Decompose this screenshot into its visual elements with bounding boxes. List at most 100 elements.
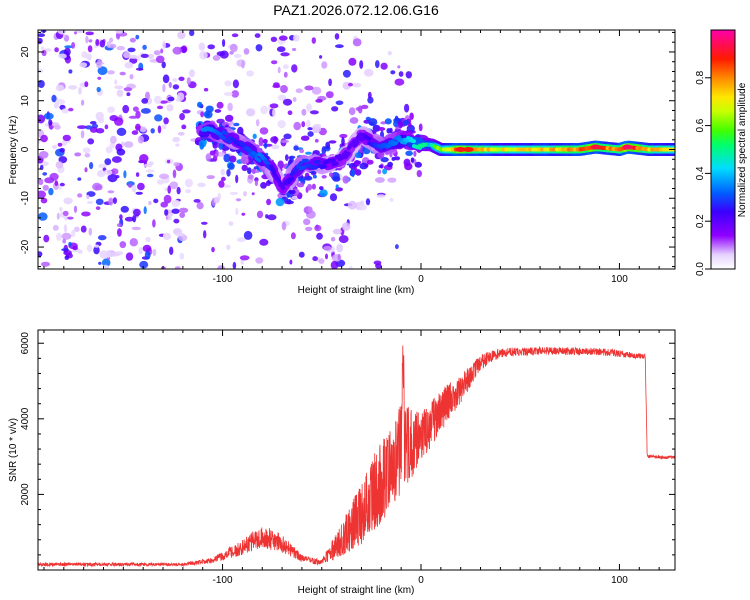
noise-blob (232, 79, 239, 89)
noise-blob (154, 95, 162, 104)
noise-blob (135, 123, 141, 131)
ridge-blob (414, 161, 422, 168)
noise-blob (107, 190, 115, 194)
noise-blob (281, 221, 287, 231)
ridge-segment (331, 161, 339, 167)
noise-blob (216, 101, 224, 109)
ridge-segment (415, 145, 422, 150)
noise-blob (129, 57, 138, 64)
spectrogram-x-label: Height of straight line (km) (298, 285, 415, 296)
noise-blob (255, 119, 260, 127)
noise-blob (133, 208, 141, 217)
ridge-blob (248, 156, 253, 165)
noise-blob (87, 45, 93, 53)
noise-blob (99, 250, 109, 259)
noise-blob (162, 124, 167, 130)
ridge-blob (215, 149, 219, 158)
ridge-segment (298, 165, 306, 171)
noise-blob (97, 235, 107, 241)
noise-blob (185, 189, 192, 194)
noise-blob (115, 175, 120, 179)
noise-blob (335, 100, 344, 106)
noise-blob (179, 207, 189, 213)
noise-blob (140, 53, 149, 59)
noise-blob (241, 212, 246, 216)
noise-blob (82, 147, 91, 154)
colorbar-tick-label: 0.2 (695, 214, 706, 228)
noise-blob (323, 245, 332, 251)
ridge-segment (337, 155, 345, 162)
ridge-blob (312, 174, 317, 179)
noise-blob (363, 68, 374, 77)
noise-blob (85, 35, 89, 44)
noise-blob (89, 162, 94, 170)
noise-blob (276, 46, 286, 53)
noise-blob (143, 163, 153, 168)
ridge-blob (218, 142, 223, 150)
noise-blob (57, 142, 63, 147)
noise-blob (55, 84, 65, 92)
noise-blob (169, 181, 179, 190)
noise-blob (58, 53, 67, 59)
colorbar-tick-label: 0.8 (695, 70, 706, 84)
ridge-blob (387, 161, 393, 168)
noise-blob (75, 30, 85, 34)
noise-blob (68, 107, 74, 112)
noise-blob (169, 246, 174, 255)
noise-blob (277, 66, 281, 74)
colorbar-label: Normalized spectral amplitude (737, 82, 748, 217)
ridge-blob (402, 119, 410, 126)
ridge-blob (372, 124, 381, 132)
noise-blob (77, 177, 82, 181)
noise-blob (95, 198, 104, 205)
noise-blob (128, 183, 132, 189)
noise-blob (376, 194, 386, 198)
noise-blob (86, 244, 93, 252)
noise-blob (162, 40, 166, 50)
noise-blob (40, 161, 49, 167)
noise-blob (86, 194, 90, 200)
noise-blob (227, 102, 233, 112)
noise-blob (48, 187, 54, 196)
noise-blob (116, 127, 127, 136)
ridge-blob (203, 110, 213, 119)
noise-blob (395, 244, 399, 250)
ridge-blob (351, 168, 355, 178)
noise-blob (280, 85, 288, 93)
noise-blob (53, 102, 60, 109)
noise-blob (114, 79, 118, 85)
noise-blob (315, 99, 323, 103)
noise-blob (280, 52, 290, 57)
noise-blob (260, 105, 268, 115)
noise-blob (162, 74, 170, 84)
noise-blob (239, 255, 250, 261)
noise-blob (62, 134, 71, 142)
noise-blob (48, 119, 53, 126)
ridge-segment (245, 146, 253, 153)
noise-blob (139, 126, 147, 133)
noise-blob (173, 162, 180, 167)
noise-blob (314, 123, 322, 128)
noise-blob (347, 200, 357, 210)
noise-blob (122, 104, 130, 114)
noise-blob (231, 33, 239, 38)
noise-blob (198, 42, 206, 51)
noise-blob (137, 182, 145, 191)
noise-blob (77, 193, 83, 198)
noise-blob (332, 228, 342, 235)
noise-blob (394, 78, 405, 86)
noise-blob (172, 169, 177, 179)
noise-blob (95, 206, 101, 211)
ridge-blob (354, 152, 362, 159)
noise-blob (231, 90, 239, 98)
ridge-segment (343, 151, 351, 160)
y-tick-label: -20 (20, 239, 31, 254)
ridge-blob (377, 169, 382, 175)
noise-blob (135, 34, 140, 40)
noise-blob (40, 46, 45, 52)
noise-blob (398, 71, 404, 77)
noise-blob (226, 169, 231, 177)
y-tick-label: 2000 (20, 483, 31, 506)
noise-blob (129, 238, 138, 247)
